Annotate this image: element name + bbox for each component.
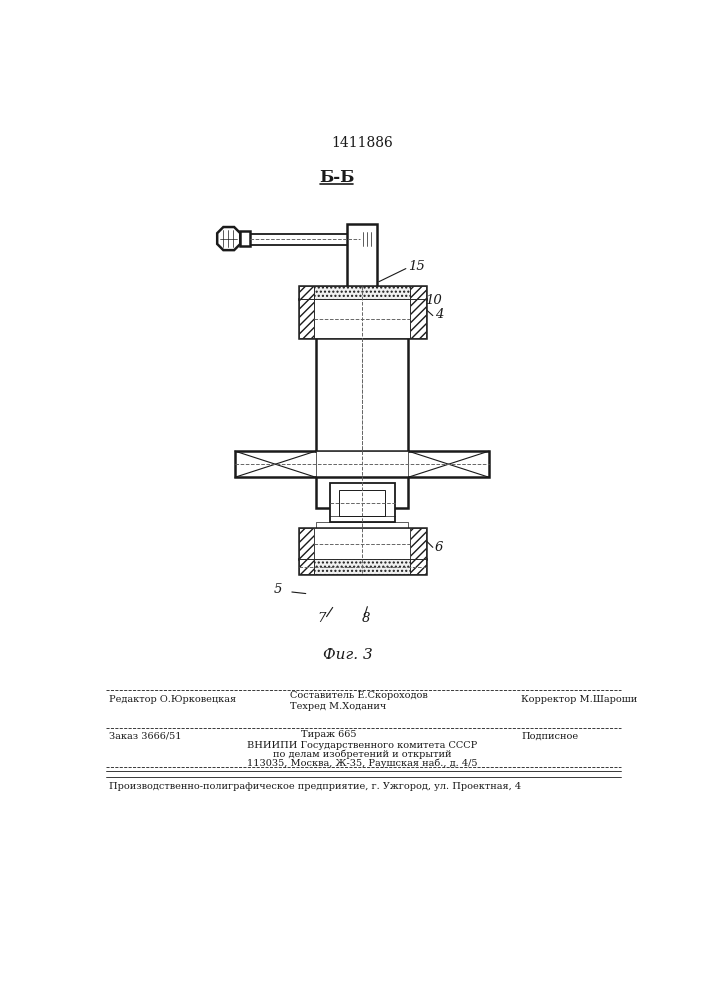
Text: по делам изобретений и открытий: по делам изобретений и открытий bbox=[273, 750, 451, 759]
Bar bbox=[316, 451, 408, 477]
Bar bbox=[299, 559, 426, 574]
Text: 10: 10 bbox=[425, 294, 442, 307]
Text: 8: 8 bbox=[362, 612, 370, 625]
Bar bbox=[316, 522, 408, 528]
Bar bbox=[299, 286, 314, 299]
Bar bbox=[299, 559, 314, 574]
Bar bbox=[314, 286, 411, 299]
Text: 7: 7 bbox=[317, 612, 326, 625]
Text: Техред М.Ходанич: Техред М.Ходанич bbox=[291, 702, 387, 711]
Bar bbox=[339, 490, 385, 516]
Text: ВНИИПИ Государственного комитета СССР: ВНИИПИ Государственного комитета СССР bbox=[247, 741, 477, 750]
Text: 1411886: 1411886 bbox=[331, 136, 393, 150]
Bar bbox=[299, 299, 426, 338]
Bar bbox=[240, 231, 250, 246]
Text: 113035, Москва, Ж-35, Раушская наб., д. 4/5: 113035, Москва, Ж-35, Раушская наб., д. … bbox=[247, 759, 477, 768]
Bar bbox=[250, 234, 360, 245]
Text: Б-Б: Б-Б bbox=[319, 169, 354, 186]
Text: Корректор М.Шароши: Корректор М.Шароши bbox=[521, 695, 638, 704]
Bar bbox=[314, 299, 411, 338]
Text: Заказ 3666/51: Заказ 3666/51 bbox=[110, 732, 182, 740]
Text: 5: 5 bbox=[274, 583, 282, 596]
Bar bbox=[346, 224, 378, 286]
Bar bbox=[314, 559, 411, 574]
Text: Составитель Е.Скороходов: Составитель Е.Скороходов bbox=[291, 691, 428, 700]
Bar bbox=[299, 286, 426, 299]
Bar bbox=[314, 528, 411, 559]
Bar bbox=[360, 230, 375, 247]
Bar bbox=[411, 299, 426, 338]
Text: Редактор О.Юрковецкая: Редактор О.Юрковецкая bbox=[110, 695, 237, 704]
Text: 15: 15 bbox=[408, 260, 425, 273]
Bar bbox=[299, 528, 426, 559]
Bar bbox=[299, 528, 314, 559]
Bar bbox=[329, 483, 395, 522]
Polygon shape bbox=[217, 227, 240, 250]
Bar bbox=[316, 477, 408, 508]
Text: Фиг. 3: Фиг. 3 bbox=[323, 648, 373, 662]
Text: Подписное: Подписное bbox=[521, 732, 578, 740]
Bar bbox=[411, 286, 426, 299]
Bar bbox=[411, 559, 426, 574]
Text: 6: 6 bbox=[435, 541, 443, 554]
Bar bbox=[316, 338, 408, 451]
Bar bbox=[299, 299, 314, 338]
Bar bbox=[235, 451, 489, 477]
Text: Тираж 665: Тираж 665 bbox=[301, 730, 356, 739]
Bar bbox=[411, 528, 426, 559]
Text: Производственно-полиграфическое предприятие, г. Ужгород, ул. Проектная, 4: Производственно-полиграфическое предприя… bbox=[110, 782, 522, 791]
Text: 4: 4 bbox=[435, 308, 443, 321]
